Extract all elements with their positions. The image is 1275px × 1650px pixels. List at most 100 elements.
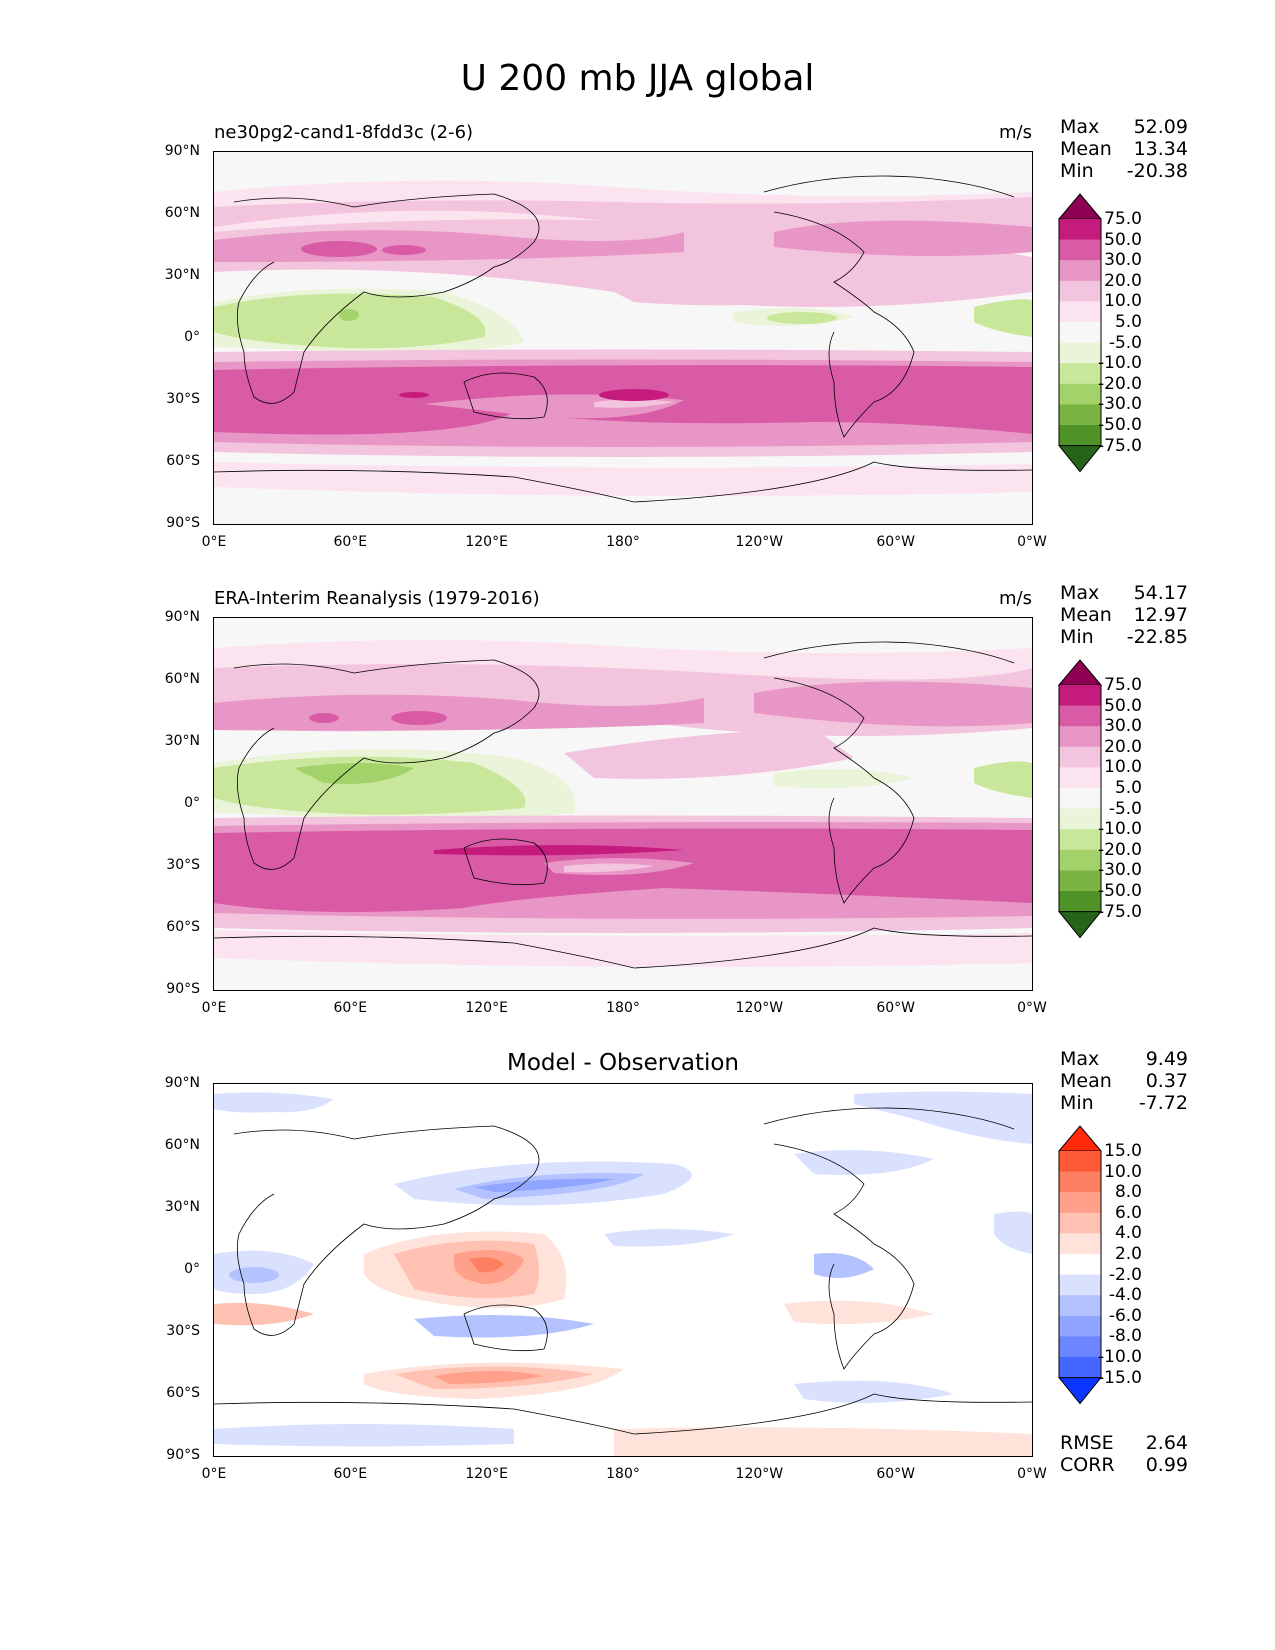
colorbar-swatch xyxy=(1059,239,1101,261)
stat-label: Min xyxy=(1060,1092,1094,1114)
x-tick-label: 180° xyxy=(606,534,640,550)
colorbar-swatch xyxy=(1059,891,1101,913)
colorbar-tick-label: 10.0 xyxy=(1104,291,1142,312)
stat-value: -22.85 xyxy=(1126,626,1188,648)
colorbar-extend-bottom xyxy=(1057,1377,1103,1405)
x-tick-label: 60°E xyxy=(333,1000,368,1016)
x-tick-label: 0°W xyxy=(1017,1000,1047,1016)
colorbar-tick-label: -20.0 xyxy=(1098,373,1142,394)
colorbar-tick-label: 6.0 xyxy=(1114,1202,1142,1223)
x-tick-label: 60°W xyxy=(876,1000,915,1016)
colorbar-tick-label: -75.0 xyxy=(1098,901,1142,922)
colorbar-field-swatches xyxy=(1057,193,1103,473)
x-tick-label: 180° xyxy=(606,1000,640,1016)
axis-frame xyxy=(213,1083,1033,1457)
x-tick-label: 120°E xyxy=(465,1000,508,1016)
stat-label: Max xyxy=(1060,1048,1100,1070)
x-tick-label: 0°E xyxy=(201,534,227,550)
x-tick-label: 0°W xyxy=(1017,1466,1047,1482)
stat-value: 0.99 xyxy=(1145,1454,1188,1476)
colorbar-swatch xyxy=(1059,301,1101,323)
colorbar-swatch xyxy=(1059,1315,1101,1337)
stat-value: 54.17 xyxy=(1133,582,1188,604)
y-tick-label: 0° xyxy=(184,329,200,345)
colorbar-swatch xyxy=(1059,383,1101,405)
colorbar-tick-label: -8.0 xyxy=(1108,1326,1142,1347)
colorbar-diff-swatches xyxy=(1057,1125,1103,1405)
colorbar-extend-bottom xyxy=(1057,911,1103,939)
colorbar-swatch xyxy=(1059,1254,1101,1276)
y-tick-label: 0° xyxy=(184,795,200,811)
colorbar-swatch xyxy=(1059,280,1101,302)
colorbar-tick-label: -10.0 xyxy=(1098,819,1142,840)
colorbar-swatch xyxy=(1059,685,1101,707)
colorbar-swatch xyxy=(1059,322,1101,344)
colorbar-swatch xyxy=(1059,849,1101,871)
x-tick-label: 60°W xyxy=(876,534,915,550)
stat-label: Mean xyxy=(1060,138,1112,160)
stat-label: RMSE xyxy=(1060,1432,1114,1454)
panel-title: Model - Observation xyxy=(506,1050,740,1076)
colorbar-swatch xyxy=(1059,829,1101,851)
colorbar-tick-label: 20.0 xyxy=(1104,270,1142,291)
colorbar-field-swatches xyxy=(1057,659,1103,939)
x-tick-label: 180° xyxy=(606,1466,640,1482)
map-model xyxy=(214,152,1032,524)
colorbar-tick-label: 75.0 xyxy=(1104,675,1142,695)
colorbar-tick-label: -4.0 xyxy=(1108,1285,1142,1306)
stats-box: Max 52.09 Mean 13.34 Min -20.38 xyxy=(1060,116,1188,182)
colorbar-swatch xyxy=(1059,808,1101,830)
colorbar-tick-label: -15.0 xyxy=(1098,1367,1142,1388)
colorbar-tick-label: -30.0 xyxy=(1098,860,1142,881)
colorbar-swatch xyxy=(1059,1274,1101,1296)
colorbar-tick-label: 50.0 xyxy=(1104,229,1142,250)
x-tick-label: 0°E xyxy=(201,1000,227,1016)
colorbar-swatch xyxy=(1059,260,1101,282)
y-tick-label: 30°S xyxy=(166,857,200,873)
colorbar-tick-label: 5.0 xyxy=(1114,778,1142,798)
colorbar-diff xyxy=(1057,1125,1103,1419)
colorbar-tick-label: -50.0 xyxy=(1098,881,1142,901)
y-tick-label: 0° xyxy=(184,1261,200,1277)
colorbar-swatch xyxy=(1059,705,1101,727)
colorbar-field xyxy=(1057,193,1103,487)
stat-value: -7.72 xyxy=(1138,1092,1188,1114)
colorbar-swatch xyxy=(1059,363,1101,385)
stat-label: Max xyxy=(1060,116,1100,138)
x-tick-label: 0°W xyxy=(1017,534,1047,550)
figure-title: U 200 mb JJA global xyxy=(460,58,815,99)
colorbar-tick-label: 50.0 xyxy=(1104,695,1142,716)
colorbar-tick-label: -5.0 xyxy=(1108,798,1142,819)
colorbar-swatch xyxy=(1059,404,1101,426)
colorbar-swatch xyxy=(1059,1357,1101,1379)
units-label: m/s xyxy=(999,588,1032,609)
colorbar-swatch xyxy=(1059,726,1101,748)
stat-label: Min xyxy=(1060,626,1094,648)
colorbar-swatch xyxy=(1059,1171,1101,1193)
colorbar-tick-label: -75.0 xyxy=(1098,435,1142,456)
y-tick-label: 90°N xyxy=(164,1075,200,1091)
colorbar-swatch xyxy=(1059,219,1101,241)
y-tick-label: 60°N xyxy=(164,671,200,687)
y-tick-label: 30°S xyxy=(166,391,200,407)
colorbar-swatch xyxy=(1059,342,1101,364)
y-tick-label: 90°S xyxy=(166,981,200,997)
map-obs xyxy=(214,618,1032,990)
y-tick-label: 90°N xyxy=(164,143,200,159)
colorbar-swatch xyxy=(1059,1212,1101,1234)
y-tick-label: 60°S xyxy=(166,453,200,469)
y-tick-label: 60°N xyxy=(164,1137,200,1153)
panel-title: ne30pg2-cand1-8fdd3c (2-6) xyxy=(214,122,474,143)
y-tick-label: 30°N xyxy=(164,733,200,749)
colorbar-swatch xyxy=(1059,1192,1101,1214)
colorbar-tick-label: -6.0 xyxy=(1108,1305,1142,1326)
y-tick-label: 60°N xyxy=(164,205,200,221)
stats-box: Max 9.49 Mean 0.37 Min -7.72 xyxy=(1060,1048,1188,1114)
stat-value: 12.97 xyxy=(1133,604,1188,626)
stat-value: -20.38 xyxy=(1126,160,1188,182)
x-tick-label: 120°E xyxy=(465,534,508,550)
x-tick-label: 60°E xyxy=(333,534,368,550)
colorbar-swatch xyxy=(1059,1233,1101,1255)
y-tick-label: 30°S xyxy=(166,1323,200,1339)
y-tick-label: 90°S xyxy=(166,515,200,531)
